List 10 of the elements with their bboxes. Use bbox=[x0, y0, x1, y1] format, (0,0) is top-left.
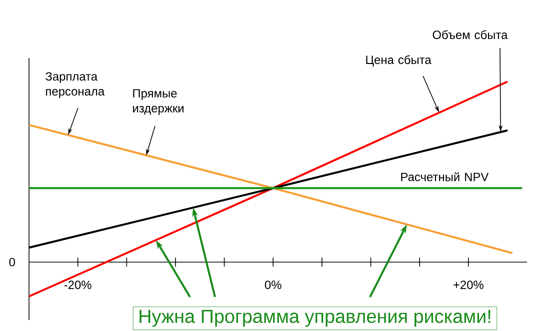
text: 0 bbox=[9, 258, 16, 266]
x-tick-label: 0% bbox=[264, 280, 282, 290]
text: Объем сбыта bbox=[432, 30, 508, 40]
x-tick-label: -20% bbox=[64, 280, 92, 290]
text: Зарплата персонала bbox=[46, 72, 105, 98]
series-label: Расчетный NPV bbox=[401, 172, 489, 182]
text: Нужна Программа управления рисками! bbox=[140, 310, 490, 327]
text: Цена сбыта bbox=[366, 55, 432, 66]
x-tick-label: +20% bbox=[454, 280, 484, 290]
annotation: Прямые издержки bbox=[133, 89, 184, 115]
